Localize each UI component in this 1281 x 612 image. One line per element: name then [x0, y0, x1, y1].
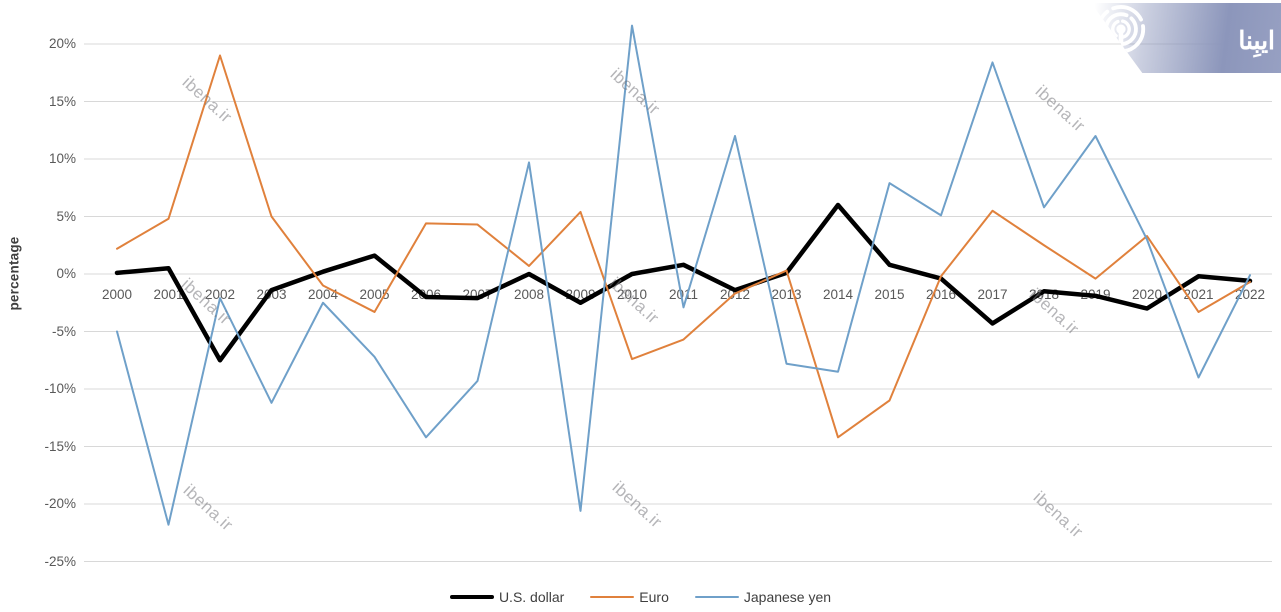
- series-line-euro: [116, 54, 1251, 439]
- x-tick-label: 2004: [307, 287, 339, 302]
- x-tick-label: 2002: [204, 287, 236, 302]
- series-line-japanese-yen: [116, 24, 1251, 526]
- y-tick-label: 0%: [56, 266, 76, 281]
- x-tick-label: 2017: [977, 287, 1008, 302]
- x-tick-label: 2014: [822, 287, 854, 302]
- x-tick-label: 2021: [1183, 287, 1214, 302]
- legend-swatch: [449, 595, 494, 599]
- x-tick-label: 2008: [513, 287, 545, 302]
- y-tick-label: -25%: [44, 553, 76, 569]
- series-line-u-s-dollar: [114, 202, 1253, 363]
- y-tick-label: -15%: [44, 438, 76, 454]
- legend: U.S. dollar Euro Japanese yen: [0, 584, 1281, 610]
- y-tick-label: -10%: [44, 381, 76, 396]
- y-tick-label: -20%: [44, 496, 76, 511]
- legend-label: Japanese yen: [743, 589, 832, 605]
- legend-label: U.S. dollar: [498, 589, 565, 605]
- y-tick-label: 20%: [48, 36, 76, 51]
- x-tick-label: 2001: [153, 287, 184, 302]
- y-tick-label: -5%: [51, 323, 76, 339]
- x-tick-label: 2015: [874, 287, 905, 302]
- legend-label: Euro: [639, 589, 669, 605]
- y-tick-label: 15%: [48, 93, 76, 109]
- legend-item: Japanese yen: [694, 589, 832, 605]
- brand-name-text: ايبِنا: [1238, 26, 1275, 55]
- y-tick-label: 5%: [56, 208, 76, 224]
- legend-swatch: [590, 596, 635, 598]
- x-tick-label: 2000: [101, 287, 133, 302]
- x-tick-label: 2016: [925, 287, 957, 302]
- legend-swatch: [694, 596, 739, 598]
- y-tick-label: 10%: [48, 151, 76, 166]
- x-tick-label: 2020: [1131, 287, 1163, 302]
- x-tick-label: 2013: [771, 287, 802, 302]
- x-tick-label: 2010: [616, 287, 648, 302]
- brand-banner: ايبِنا: [1091, 3, 1281, 73]
- x-tick-label: 2011: [668, 287, 699, 302]
- legend-item: Euro: [590, 589, 669, 605]
- legend-item: U.S. dollar: [449, 589, 565, 605]
